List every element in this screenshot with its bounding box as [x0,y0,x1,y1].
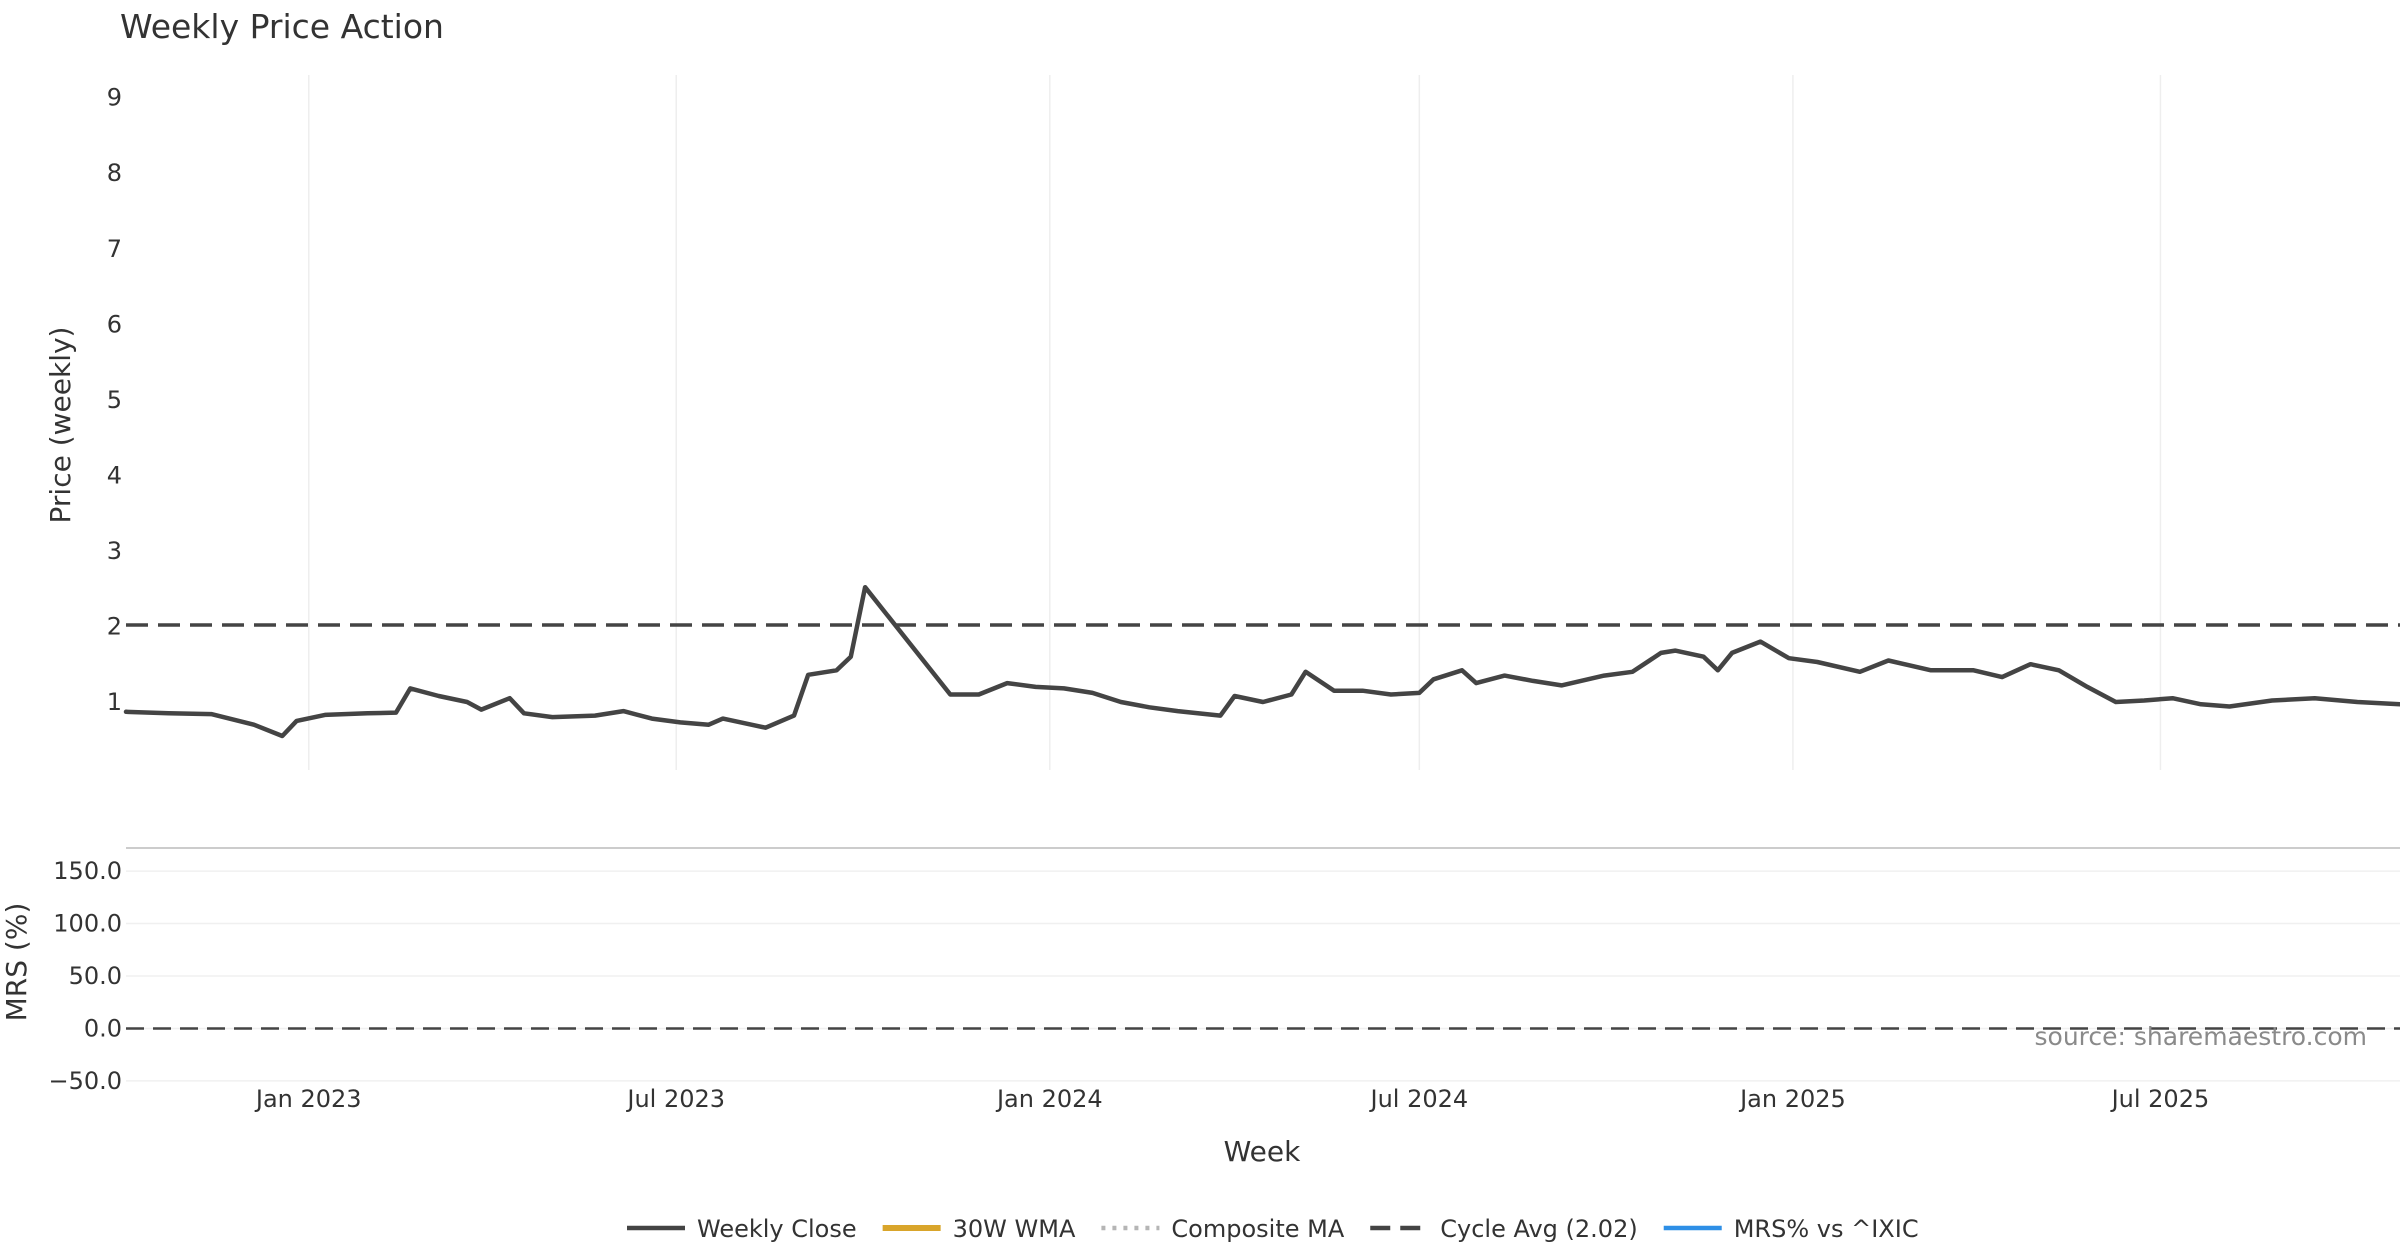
price-y-tick-label: 4 [107,461,122,489]
price-y-ticks: 1 2 3 4 5 6 7 8 9 [107,84,122,716]
price-y-tick-label: 7 [107,235,122,263]
mrs-grid [126,847,2400,1082]
x-tick-label: Jul 2025 [2110,1085,2210,1113]
mrs-panel: 150.0 100.0 50.0 0.0 −50.0 MRS (%) source: s… [0,847,2400,1095]
mrs-y-tick-label: 150.0 [53,857,122,885]
price-y-tick-label: 6 [107,310,122,338]
price-y-tick-label: 8 [107,159,122,187]
legend-label: Cycle Avg (2.02) [1440,1215,1637,1243]
price-y-tick-label: 2 [107,612,122,640]
x-tick-label: Jul 2023 [625,1085,725,1113]
x-tick-label: Jan 2024 [995,1085,1103,1113]
price-series [123,584,2400,739]
legend-label: MRS% vs ^IXIC [1734,1215,1919,1243]
series-weekly-close [123,584,2400,739]
x-tick-label: Jan 2025 [1738,1085,1846,1113]
price-panel: 1 2 3 4 5 6 7 8 9 Price (weekly) [44,75,2400,770]
legend-label: 30W WMA [953,1215,1076,1243]
price-y-tick-label: 3 [107,537,122,565]
legend-label: Composite MA [1171,1215,1344,1243]
price-y-tick-label: 9 [107,84,122,112]
source-label: source: sharemaestro.com [2035,1022,2368,1051]
x-tick-label: Jul 2024 [1369,1085,1469,1113]
mrs-y-ticks: 150.0 100.0 50.0 0.0 −50.0 [48,857,122,1095]
x-tick-label: Jan 2023 [254,1085,362,1113]
mrs-y-axis-label: MRS (%) [0,903,33,1022]
price-y-tick-label: 5 [107,386,122,414]
x-ticks: Jan 2023 Jul 2023 Jan 2024 Jul 2024 Jan 2025… [254,1085,2209,1113]
mrs-y-tick-label: 100.0 [53,910,122,938]
mrs-y-tick-label: 50.0 [69,962,122,990]
price-grid [307,75,2162,770]
legend: Weekly Close 30W WMA Composite MA Cycle Avg… [627,1215,1919,1243]
chart-title: Weekly Price Action [120,7,444,46]
legend-label: Weekly Close [697,1215,857,1243]
mrs-y-tick-label: −50.0 [48,1067,122,1095]
x-axis-label: Week [1224,1135,1301,1168]
price-y-axis-label: Price (weekly) [44,327,77,524]
mrs-y-tick-label: 0.0 [84,1014,122,1042]
price-y-tick-label: 1 [107,688,122,716]
